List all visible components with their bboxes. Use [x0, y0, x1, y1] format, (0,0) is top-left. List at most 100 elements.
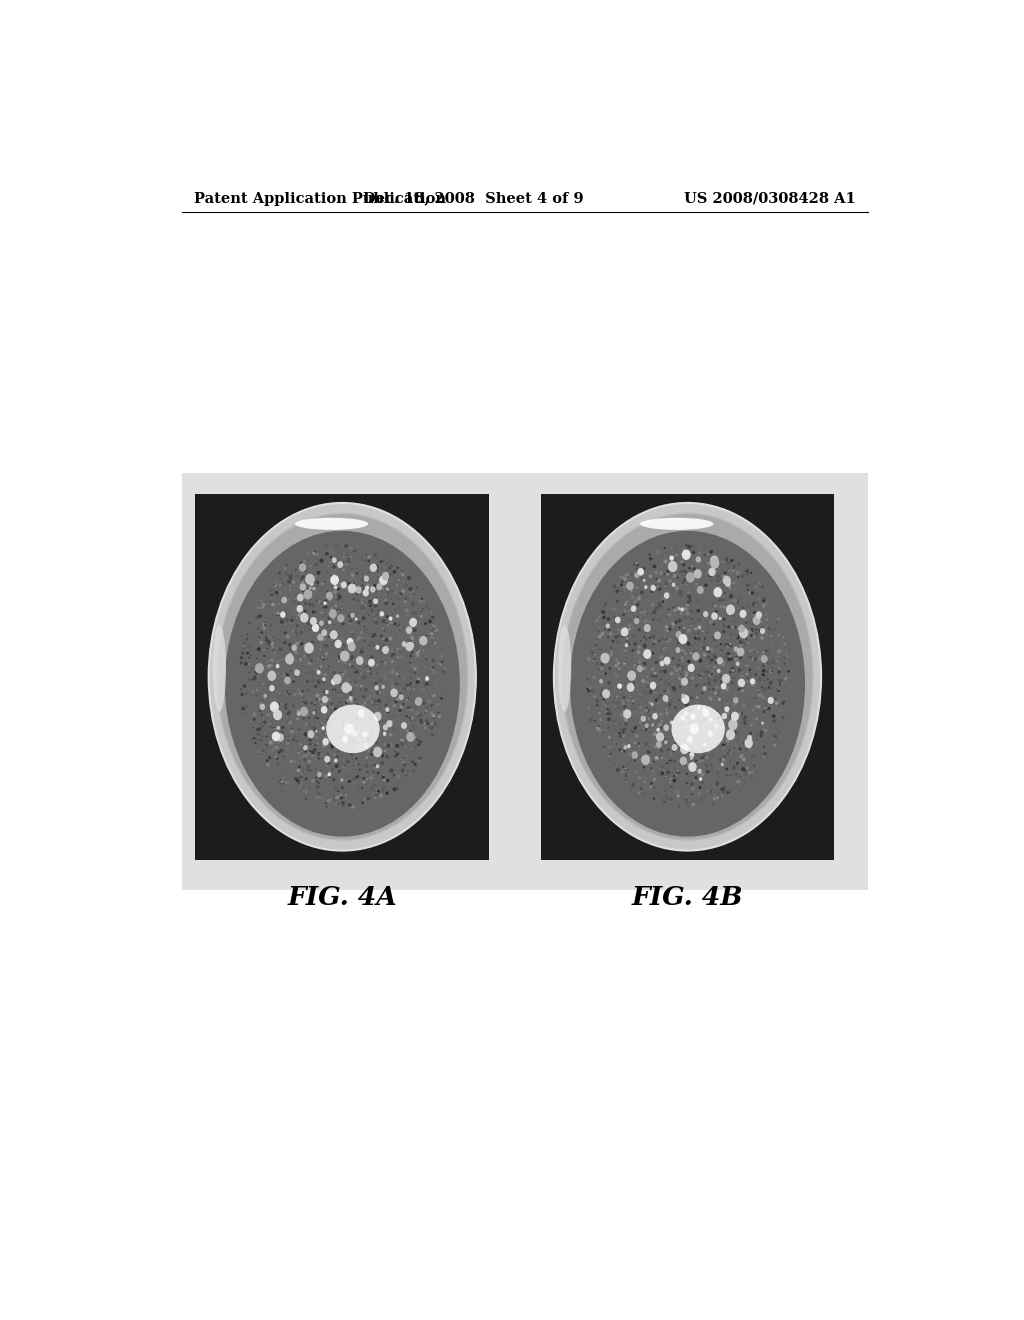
Ellipse shape — [312, 711, 315, 715]
Ellipse shape — [607, 755, 609, 758]
Ellipse shape — [693, 623, 695, 624]
Ellipse shape — [333, 590, 337, 594]
Ellipse shape — [707, 656, 711, 659]
Ellipse shape — [421, 614, 422, 615]
Ellipse shape — [270, 748, 274, 751]
Ellipse shape — [417, 743, 420, 746]
Ellipse shape — [714, 655, 717, 659]
Ellipse shape — [617, 742, 618, 743]
Ellipse shape — [243, 684, 247, 688]
Ellipse shape — [665, 626, 669, 630]
Ellipse shape — [688, 680, 692, 682]
Ellipse shape — [738, 747, 741, 751]
Ellipse shape — [266, 708, 269, 711]
Ellipse shape — [701, 630, 705, 632]
Ellipse shape — [725, 688, 728, 690]
Ellipse shape — [737, 678, 745, 688]
Ellipse shape — [329, 805, 330, 808]
Ellipse shape — [296, 635, 298, 636]
Ellipse shape — [335, 715, 336, 717]
Ellipse shape — [595, 700, 597, 701]
Ellipse shape — [673, 574, 676, 578]
Ellipse shape — [273, 697, 278, 701]
Ellipse shape — [726, 660, 728, 663]
Ellipse shape — [348, 714, 350, 717]
Ellipse shape — [434, 721, 435, 722]
Ellipse shape — [710, 648, 714, 652]
Ellipse shape — [374, 565, 377, 568]
Ellipse shape — [592, 676, 595, 678]
Ellipse shape — [712, 688, 715, 690]
Ellipse shape — [731, 667, 734, 671]
Ellipse shape — [254, 644, 256, 645]
Ellipse shape — [620, 708, 621, 709]
Ellipse shape — [310, 777, 312, 779]
Ellipse shape — [260, 642, 263, 644]
Ellipse shape — [711, 590, 712, 591]
Ellipse shape — [371, 610, 374, 612]
Ellipse shape — [627, 676, 631, 680]
Ellipse shape — [607, 636, 609, 639]
Ellipse shape — [292, 772, 295, 776]
Ellipse shape — [744, 643, 745, 644]
Ellipse shape — [362, 742, 365, 744]
Ellipse shape — [703, 795, 706, 797]
Ellipse shape — [310, 590, 312, 591]
Ellipse shape — [431, 659, 435, 663]
Ellipse shape — [330, 743, 332, 746]
Ellipse shape — [315, 581, 319, 583]
Ellipse shape — [638, 628, 641, 631]
Ellipse shape — [645, 719, 647, 722]
Ellipse shape — [345, 639, 347, 642]
Ellipse shape — [265, 636, 267, 639]
Ellipse shape — [666, 698, 669, 702]
Ellipse shape — [352, 777, 356, 780]
Ellipse shape — [337, 597, 340, 601]
Ellipse shape — [733, 772, 735, 775]
Ellipse shape — [321, 722, 323, 725]
Ellipse shape — [644, 624, 651, 632]
Ellipse shape — [640, 611, 643, 614]
Ellipse shape — [386, 756, 389, 759]
Ellipse shape — [353, 640, 355, 643]
Ellipse shape — [678, 644, 681, 648]
Ellipse shape — [672, 685, 676, 689]
Ellipse shape — [298, 677, 301, 680]
FancyBboxPatch shape — [541, 494, 835, 859]
Ellipse shape — [351, 578, 353, 579]
Ellipse shape — [267, 638, 268, 639]
Ellipse shape — [337, 560, 340, 562]
Ellipse shape — [669, 704, 671, 706]
Ellipse shape — [786, 656, 788, 659]
Ellipse shape — [296, 624, 299, 627]
Ellipse shape — [607, 681, 611, 685]
Ellipse shape — [715, 632, 717, 635]
Ellipse shape — [760, 620, 763, 623]
Ellipse shape — [627, 582, 634, 590]
Ellipse shape — [635, 647, 637, 649]
Ellipse shape — [278, 719, 280, 721]
Ellipse shape — [293, 693, 296, 696]
Ellipse shape — [763, 686, 767, 690]
Ellipse shape — [646, 686, 648, 688]
Ellipse shape — [781, 715, 784, 719]
Ellipse shape — [393, 704, 396, 708]
Ellipse shape — [686, 729, 688, 731]
Ellipse shape — [681, 560, 683, 564]
Ellipse shape — [304, 754, 305, 755]
Ellipse shape — [701, 723, 703, 725]
Ellipse shape — [730, 634, 732, 635]
Ellipse shape — [621, 635, 624, 638]
Ellipse shape — [668, 597, 669, 598]
Ellipse shape — [394, 763, 397, 766]
Ellipse shape — [686, 781, 688, 784]
Ellipse shape — [710, 729, 712, 730]
Ellipse shape — [380, 647, 383, 649]
Ellipse shape — [714, 639, 717, 642]
Ellipse shape — [761, 622, 763, 624]
Ellipse shape — [308, 697, 311, 700]
Ellipse shape — [368, 783, 369, 784]
Ellipse shape — [633, 727, 637, 730]
Ellipse shape — [692, 777, 694, 779]
Ellipse shape — [344, 711, 348, 714]
